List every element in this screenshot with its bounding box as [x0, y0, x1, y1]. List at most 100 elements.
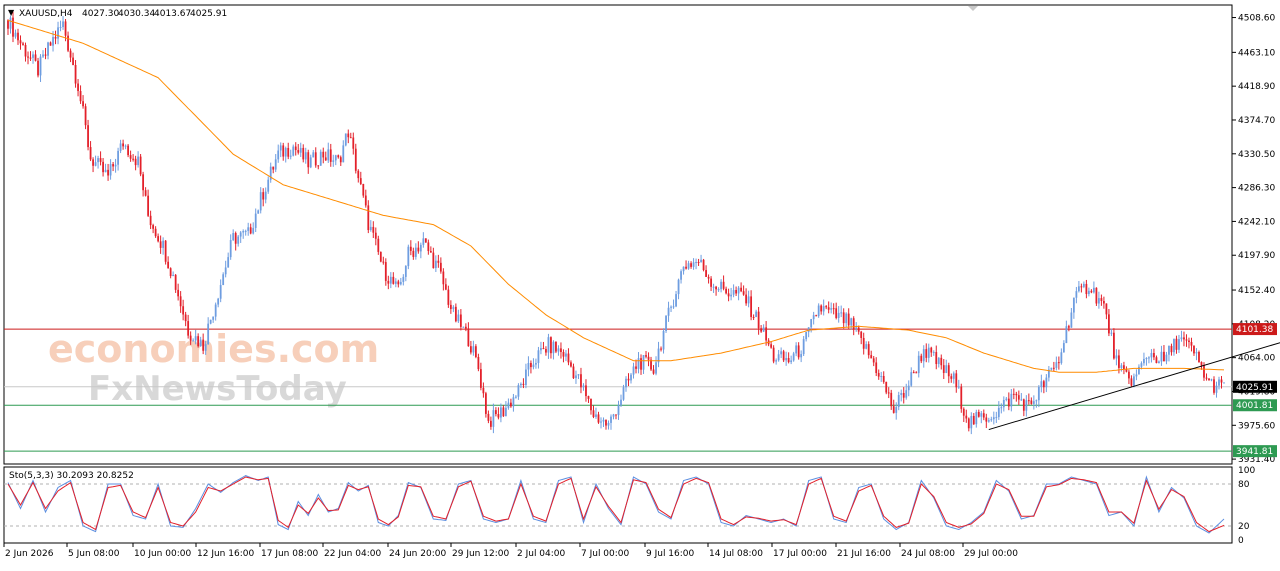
candle-body	[705, 270, 707, 277]
candle-body	[199, 339, 202, 347]
candle-body	[202, 339, 205, 351]
candle-body	[655, 362, 657, 374]
candle-body	[184, 314, 187, 322]
candle-body	[269, 166, 272, 180]
candle-body	[114, 164, 117, 167]
candle-body	[1105, 303, 1108, 315]
candle-body	[452, 306, 455, 310]
horizontal-level-label: 3941.81	[1236, 447, 1273, 457]
time-axis-tick-label: 2 Jul 04:00	[517, 549, 566, 559]
candle-body	[745, 294, 748, 304]
candle-body	[1020, 399, 1023, 401]
candle-body	[254, 213, 257, 228]
candle-body	[582, 385, 585, 388]
candle-body	[1140, 363, 1143, 367]
candle-body	[627, 378, 630, 381]
time-axis-tick-label: 21 Jul 16:00	[837, 549, 891, 559]
candle-body	[932, 352, 935, 354]
chart-shift-marker-icon[interactable]	[968, 6, 978, 11]
price-axis-tick-label: 4152.40	[1238, 286, 1275, 296]
symbol-dropdown-icon: ▼	[8, 8, 15, 17]
candle-body	[652, 369, 655, 374]
candle-body	[940, 357, 943, 366]
candle-body	[449, 304, 452, 310]
price-axis-tick-label: 3931.40	[1238, 455, 1275, 465]
candle-body	[637, 358, 640, 369]
candle-body	[1218, 379, 1220, 386]
candle-body	[302, 147, 305, 160]
price-axis-tick-label: 4286.30	[1238, 184, 1275, 194]
candle-body	[49, 42, 52, 46]
candle-body	[752, 316, 755, 318]
candle-body	[1055, 362, 1058, 368]
candle-body	[304, 152, 307, 160]
candle-body	[700, 259, 702, 263]
price-axis-tick-label: 4463.10	[1238, 48, 1275, 58]
candle-body	[737, 287, 740, 294]
candle-body	[57, 27, 59, 39]
candle-body	[852, 318, 855, 330]
candle-body	[665, 315, 667, 331]
candle-body	[1067, 326, 1070, 328]
candle-body	[479, 369, 482, 388]
candle-body	[379, 251, 382, 262]
candle-body	[870, 355, 873, 359]
candle-body	[495, 410, 497, 415]
candle-body	[492, 410, 495, 427]
candle-body	[47, 42, 49, 56]
candle-body	[314, 152, 317, 166]
candle-body	[725, 288, 727, 294]
candle-body	[690, 263, 692, 267]
candle-body	[362, 183, 365, 196]
candle-body	[372, 226, 375, 233]
stochastic-title: Sto(5,3,3) 30.2093 20.8252	[9, 471, 134, 481]
candle-body	[104, 169, 107, 173]
candle-body	[785, 358, 788, 361]
candle-body	[642, 355, 645, 370]
candle-body	[915, 372, 918, 374]
candle-body	[44, 54, 47, 56]
candle-body	[219, 285, 222, 299]
candle-body	[72, 57, 74, 66]
trendline[interactable]	[988, 338, 1280, 431]
candle-body	[810, 319, 813, 328]
candle-body	[715, 286, 717, 290]
candle-body	[650, 359, 652, 370]
candle-body	[432, 252, 435, 269]
candle-body	[542, 348, 545, 350]
candle-body	[337, 155, 340, 158]
candle-body	[419, 244, 422, 252]
candle-body	[957, 386, 960, 388]
candle-body	[17, 32, 19, 41]
candle-body	[484, 393, 487, 414]
candle-body	[82, 101, 84, 107]
candles-group	[7, 11, 1225, 435]
candle-body	[837, 312, 840, 318]
candle-body	[815, 315, 818, 317]
candle-body	[207, 323, 210, 345]
candle-body	[647, 356, 650, 360]
candle-body	[850, 318, 853, 326]
candle-body	[685, 266, 687, 269]
candle-body	[427, 242, 430, 252]
time-axis-tick-label: 29 Jul 00:00	[964, 549, 1018, 559]
candle-body	[517, 385, 520, 397]
candle-body	[147, 195, 150, 216]
candle-body	[322, 151, 325, 158]
candle-body	[547, 337, 550, 353]
candle-body	[1087, 290, 1090, 295]
candle-body	[102, 161, 104, 173]
candle-body	[902, 393, 905, 398]
time-axis-tick-label: 24 Jun 20:00	[389, 549, 446, 559]
candle-body	[532, 364, 535, 368]
candle-body	[762, 327, 765, 332]
candle-body	[572, 366, 575, 379]
candle-body	[1155, 357, 1158, 364]
candle-body	[434, 260, 437, 269]
candle-body	[942, 365, 945, 373]
candle-body	[94, 162, 97, 166]
candle-body	[580, 374, 582, 388]
candle-body	[922, 349, 925, 362]
candle-body	[712, 286, 715, 288]
